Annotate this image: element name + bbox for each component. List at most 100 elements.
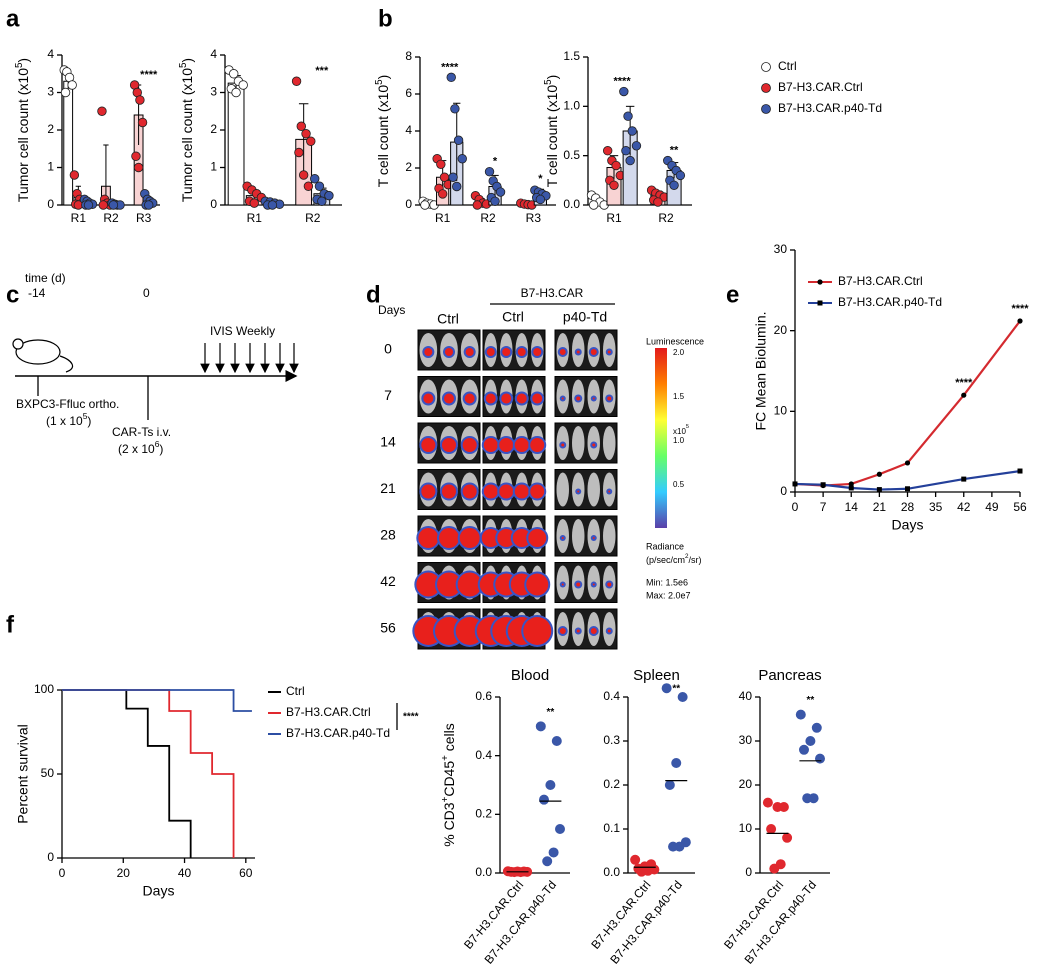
colorbar-tick: 1.0 [673,436,685,445]
data-point [450,104,460,114]
mouse [603,519,616,553]
data-point [876,471,882,477]
y-axis-label-part: T cell count (x10 [544,85,560,188]
signal [559,628,566,634]
y-tick-label: 1.5 [563,49,580,63]
y-axis-label: Percent survival [15,724,31,824]
y-axis-label: Tumor cell count (x105) [14,58,31,202]
data-point [249,198,259,208]
y-tick-label: 0 [745,865,752,879]
x-tick-label: R1 [71,211,87,225]
x-axis-label: Days [892,517,924,533]
data-point [298,170,309,180]
data-point [495,187,506,197]
signal [442,484,456,499]
tumor-dose-part: ) [87,414,91,428]
tumor-dose-part: (1 x 10 [46,414,83,428]
signal [457,572,482,597]
x-tick-label: 56 [1013,500,1027,514]
significance: *** [315,65,329,77]
data-point [602,146,613,156]
y-axis-label-part: Tumor cell count (x10 [179,68,195,202]
significance: **** [140,69,158,81]
radiance-label: Radiance [646,541,684,551]
y-tick-label: 0.4 [475,748,492,762]
signal [592,583,595,586]
data-point [238,80,248,90]
data-point [609,180,619,190]
y-axis-label-part: ) [179,58,195,63]
colorbar-unit-part: x10 [673,427,686,436]
signal [485,393,496,404]
panel-label: f [6,611,15,638]
data-point [848,481,854,487]
data-point [588,200,599,210]
data-point [802,793,813,804]
x-tick-label: 14 [845,500,859,514]
data-point [60,87,71,98]
x-tick-label: R1 [435,211,451,225]
signal [462,438,477,452]
signal [607,629,611,633]
column-label: Ctrl [437,311,459,327]
mouse [572,426,585,460]
data-point [782,832,793,843]
y-tick-label: 0.0 [563,197,580,211]
y-tick-label: 4 [47,47,54,61]
signal [421,484,436,499]
signal [592,443,596,447]
x-tick-label: R2 [658,211,674,225]
colorbar [655,348,667,528]
data-point [452,181,462,192]
data-point [303,181,314,191]
y-axis-label-part: % CD3 [441,802,457,847]
y-tick-label: 2 [210,122,217,136]
y-tick-label: 0.0 [603,865,620,879]
y-axis-label-part: T cell count (x10 [375,85,391,188]
data-point [669,180,679,190]
data-point [811,722,822,733]
y-axis-label: % CD3+CD45+ cells [440,723,457,847]
row-label: 21 [380,480,396,496]
x-tick-label: 20 [117,866,131,880]
data-point [1017,468,1023,474]
data-point [551,736,562,746]
panel-label: a [6,5,20,32]
mouse [572,519,585,553]
days-label: Days [378,303,405,317]
mouse [556,472,569,507]
data-point [961,392,967,398]
signal [439,528,459,548]
data-point [539,794,549,805]
data-point [314,181,325,191]
legend-marker [817,300,823,306]
start-day: -14 [28,286,46,300]
tumor-label: BXPC3-Ffluc ortho. [16,397,119,411]
survival-curve [62,689,252,712]
data-point [876,487,882,493]
y-tick-label: 40 [739,689,753,703]
data-point [98,200,108,210]
y-tick-label: 10 [774,404,788,418]
data-point [131,151,141,161]
y-axis-label-part: ) [544,75,560,80]
y-axis-label-part: ) [375,75,391,80]
data-point [267,200,278,210]
y-axis-label-part: 5 [14,62,25,68]
data-point [306,136,316,146]
data-point [436,159,446,170]
data-point [446,72,456,83]
signal [516,393,527,404]
signal [561,397,564,400]
data-point [420,200,430,210]
cart-dose: (2 x 106) [118,439,163,456]
data-point [548,847,559,858]
colorbar-unit: x105 [673,424,689,436]
data-point [799,744,809,755]
y-tick-label: 0.3 [603,733,620,747]
y-tick-label: 0.2 [603,777,620,791]
x-tick-label: 7 [820,500,827,514]
signal [608,490,611,493]
data-point [310,174,320,184]
data-point [472,200,482,210]
